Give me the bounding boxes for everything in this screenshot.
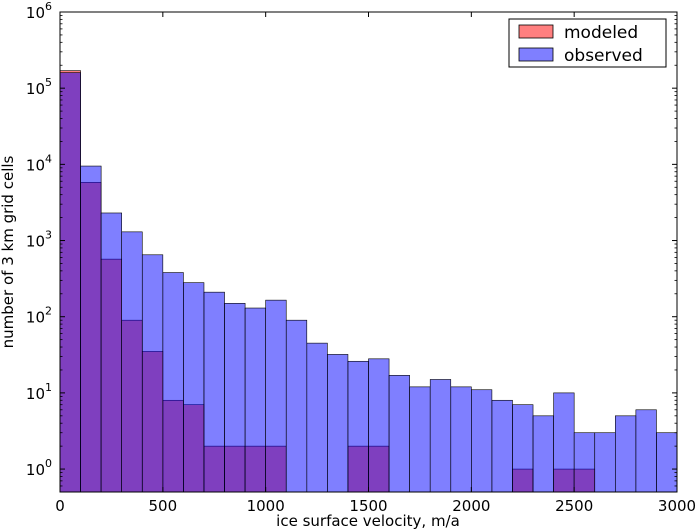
observed-bar xyxy=(553,392,575,493)
observed-bar xyxy=(388,375,410,493)
observed-bar xyxy=(532,415,554,493)
legend-swatch-modeled xyxy=(518,24,554,39)
observed-bar xyxy=(224,302,246,493)
observed-bar xyxy=(491,399,513,493)
x-axis-title: ice surface velocity, m/a xyxy=(276,512,460,530)
y-tick-label: 101 xyxy=(26,381,52,403)
observed-bar xyxy=(656,432,678,493)
y-tick-label: 102 xyxy=(26,305,52,327)
observed-bar xyxy=(183,282,205,493)
observed-bar xyxy=(471,389,493,493)
y-axis-ticks: 100 101 102 103 104 105 106 xyxy=(26,0,677,493)
observed-bar xyxy=(573,432,596,493)
observed-bar xyxy=(635,409,657,493)
x-tick-label: 2000 xyxy=(452,497,490,515)
observed-bar xyxy=(285,319,308,493)
x-tick-label: 0 xyxy=(55,497,65,515)
observed-bar xyxy=(162,272,184,493)
y-tick-label: 105 xyxy=(26,76,52,98)
x-tick-label: 500 xyxy=(149,497,178,515)
observed-bar xyxy=(121,231,143,493)
x-tick-label: 1500 xyxy=(349,497,387,515)
legend-label-observed: observed xyxy=(564,46,643,66)
observed-bar xyxy=(141,254,164,493)
observed-bar xyxy=(614,415,637,493)
y-tick-label: 106 xyxy=(26,0,52,22)
observed-bar xyxy=(594,432,616,493)
observed-bar xyxy=(244,307,266,493)
legend-swatch-observed xyxy=(518,47,554,62)
observed-bar xyxy=(59,72,81,493)
observed-bar xyxy=(327,354,349,493)
y-axis-title: number of 3 km grid cells xyxy=(0,155,17,348)
y-tick-label: 100 xyxy=(26,457,52,479)
observed-bar xyxy=(265,299,287,493)
observed-bar xyxy=(409,386,431,493)
legend: modeled observed xyxy=(508,18,667,68)
x-tick-label: 3000 xyxy=(658,497,696,515)
observed-bar xyxy=(80,165,102,493)
y-tick-label: 104 xyxy=(26,152,52,174)
observed-bar xyxy=(450,386,472,493)
x-tick-label: 2500 xyxy=(555,497,593,515)
x-tick-label: 1000 xyxy=(247,497,285,515)
observed-bar xyxy=(429,379,452,493)
observed-bar xyxy=(203,291,225,493)
legend-label-modeled: modeled xyxy=(564,23,638,43)
observed-bar xyxy=(512,404,534,493)
observed-bar xyxy=(100,212,122,493)
observed-bars xyxy=(59,72,678,493)
observed-bar xyxy=(368,358,390,493)
observed-bar xyxy=(306,342,328,493)
y-tick-label: 103 xyxy=(26,229,52,251)
observed-bar xyxy=(347,360,369,493)
x-axis-ticks: 0 500 1000 1500 2000 2500 3000 xyxy=(55,12,696,515)
